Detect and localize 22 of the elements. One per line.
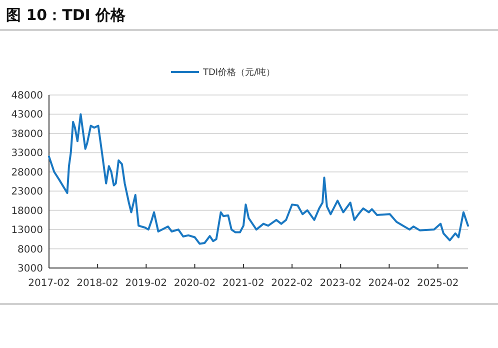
x-tick-label: 2018-02 — [76, 278, 118, 289]
line-series — [48, 113, 469, 245]
x-tick-label: 2023-02 — [320, 278, 362, 289]
x-tick-label: 2024-02 — [368, 278, 410, 289]
y-tick-label: 48000 — [11, 90, 43, 102]
x-tick-label: 2017-02 — [28, 278, 70, 289]
y-tick-label: 33000 — [11, 148, 43, 160]
y-tick-label: 43000 — [11, 110, 43, 121]
x-tick-label: 2025-02 — [417, 278, 459, 289]
y-tick-label: 38000 — [11, 128, 43, 140]
y-tick-label: 8000 — [18, 244, 43, 256]
y-tick-label: 3000 — [18, 264, 43, 274]
chart-title: 图 10：TDI 价格 — [6, 6, 127, 24]
legend-label: TDI价格（元/吨） — [202, 67, 276, 78]
y-tick-label: 18000 — [11, 206, 43, 217]
y-tick-label: 13000 — [11, 225, 43, 236]
x-tick-label: 2021-02 — [222, 278, 264, 289]
x-tick-label: 2019-02 — [125, 278, 168, 289]
x-tick-label: 2022-02 — [271, 278, 313, 289]
y-tick-label: 28000 — [11, 167, 43, 178]
y-tick-label: 23000 — [11, 186, 43, 198]
x-tick-label: 2020-02 — [174, 278, 216, 289]
